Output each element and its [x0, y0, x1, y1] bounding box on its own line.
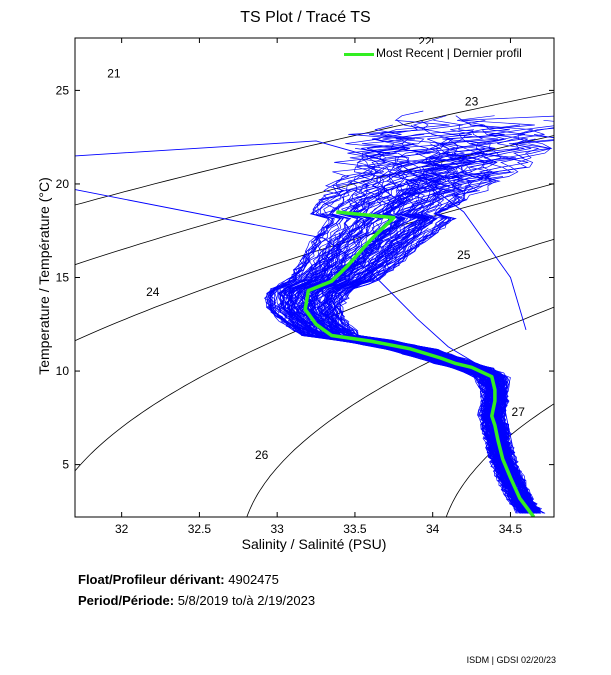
isopycnal-label-23: 23 [465, 94, 479, 108]
x-tick-label: 33 [270, 522, 284, 536]
profile-line [278, 119, 529, 514]
isopycnal-20 [75, 91, 554, 206]
period-sep: to/à [231, 593, 254, 608]
isopycnal-label-24: 24 [146, 285, 160, 299]
chart-title: TS Plot / Tracé TS [240, 9, 371, 26]
isopycnal-label-21: 21 [107, 66, 121, 80]
isopycnal-label-27: 27 [512, 405, 526, 419]
period-info: Period/Période: 5/8/2019 to/à 2/19/2023 [78, 593, 315, 608]
profile-line [299, 222, 529, 514]
profile-line [277, 124, 528, 514]
isopycnal-22 [75, 183, 554, 342]
x-tick-label: 33.5 [343, 522, 367, 536]
x-tick-label: 32.5 [188, 522, 212, 536]
x-axis-label: Salinity / Salinité (PSU) [241, 536, 387, 552]
period-from: 5/8/2019 [177, 593, 229, 608]
period-to: 2/19/2023 [257, 593, 316, 608]
x-tick-label: 32 [115, 522, 129, 536]
y-tick-label: 15 [56, 271, 70, 285]
legend-swatch-most-recent [344, 53, 374, 56]
legend: Most Recent | Dernier profil [340, 44, 550, 64]
legend-label-most-recent: Most Recent | Dernier profil [376, 46, 522, 60]
footer-credit: ISDM | GDSI 02/20/23 [466, 655, 556, 665]
isopycnal-21 [75, 135, 554, 266]
x-tick-label: 34.5 [499, 522, 523, 536]
isopycnal-label-25: 25 [457, 248, 471, 262]
y-tick-label: 25 [56, 83, 70, 97]
outlier-profile-2 [75, 140, 527, 331]
isopycnal-23 [75, 238, 554, 472]
profile-line [266, 120, 522, 514]
profile-line [310, 124, 534, 514]
profile-line [287, 199, 527, 514]
isopycnal-24 [246, 306, 554, 517]
float-info: Float/Profileur dérivant: 4902475 [78, 572, 279, 587]
profile-line [332, 176, 538, 514]
profile-line [333, 134, 554, 514]
profile-line [299, 124, 529, 514]
profile-line [326, 227, 542, 514]
y-axis-label: Temperature / Température (°C) [36, 177, 52, 375]
float-label: Float/Profileur dérivant: [78, 572, 225, 587]
period-label: Period/Période: [78, 593, 175, 608]
isopycnal-label-26: 26 [255, 448, 269, 462]
outlier-profile-1 [75, 189, 535, 506]
y-tick-label: 20 [56, 177, 70, 191]
profile-line [334, 127, 554, 514]
float-id: 4902475 [228, 572, 279, 587]
y-tick-label: 5 [62, 458, 69, 472]
y-tick-label: 10 [56, 364, 70, 378]
most-recent-profile [303, 210, 536, 517]
profile-line [339, 185, 538, 514]
profile-line [266, 124, 524, 514]
x-tick-label: 34 [426, 522, 440, 536]
profile-line [267, 190, 521, 514]
